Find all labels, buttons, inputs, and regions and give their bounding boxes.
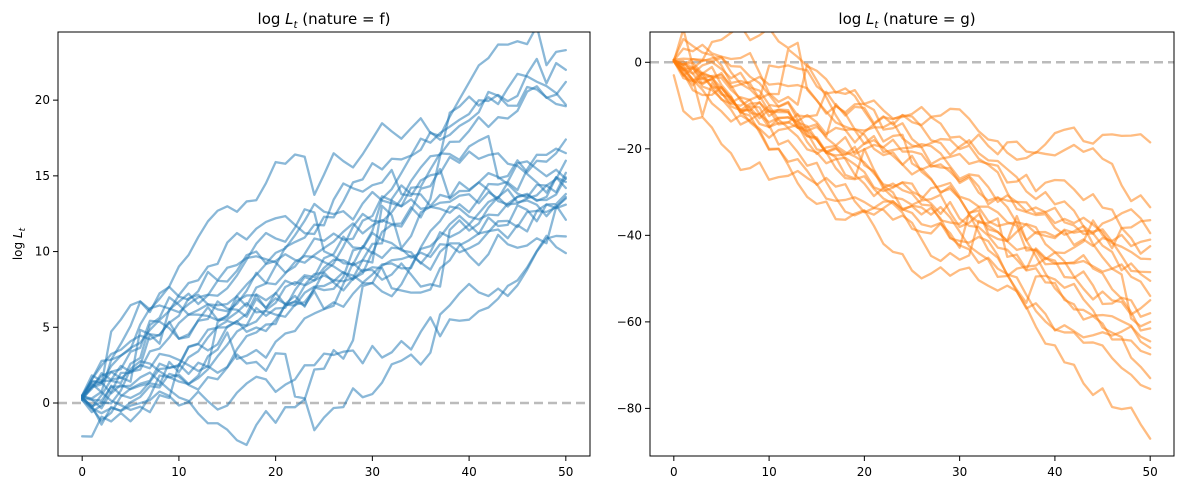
nature-f-series-line-6	[81, 147, 567, 397]
chart-nature-g-title-suffix: (nature = g)	[878, 10, 975, 28]
nature-f-series-line-19	[81, 176, 567, 447]
chart-nature-f-ylabel-var: L	[11, 231, 25, 238]
nature-f-y-tick-label: 20	[35, 93, 50, 107]
nature-f-axes-frame	[57, 31, 591, 457]
svg-text:log Lt (nature = f): log Lt (nature = f)	[258, 10, 391, 31]
nature-f-x-tick-label: 10	[171, 465, 186, 479]
nature-g-x-tick-label: 30	[952, 465, 967, 479]
nature-g-y-tick-label: −60	[617, 315, 642, 329]
nature-f-x-tick-label: 30	[365, 465, 380, 479]
chart-nature-f-ylabel: log Lt	[11, 227, 28, 260]
chart-nature-f-title-suffix: (nature = f)	[297, 10, 390, 28]
nature-g-series-group	[672, 32, 1152, 440]
nature-f-x-tick-label: 20	[268, 465, 283, 479]
nature-g-series-line-13	[672, 59, 1152, 356]
nature-g-y-tick-label: −40	[617, 228, 642, 242]
nature-g-series-line-3	[672, 60, 1152, 235]
chart-nature-f-title: log Lt (nature = f)	[258, 10, 391, 31]
nature-f-y-tick-label: 10	[35, 245, 50, 259]
nature-f-x-tick-label: 40	[461, 465, 476, 479]
chart-nature-f-ylabel-sub: t	[18, 227, 28, 231]
nature-f-series-line-13	[81, 188, 567, 409]
nature-f-x-tick-label: 0	[78, 465, 86, 479]
nature-g-x-tick-label: 10	[761, 465, 776, 479]
nature-g-series-line-18	[672, 56, 1152, 298]
nature-f-series-line-9	[81, 150, 567, 397]
chart-nature-g-title-prefix: log	[838, 10, 866, 28]
nature-g-y-tick-label: −80	[617, 401, 642, 415]
nature-f-x-tick-label: 50	[558, 465, 573, 479]
nature-f-series-line-0	[81, 32, 567, 399]
chart-nature-f-title-var: L	[285, 10, 293, 28]
nature-g-series-line-15	[672, 51, 1152, 391]
nature-f-series-line-18	[81, 195, 567, 438]
chart-nature-g-title-sub: t	[874, 20, 879, 31]
svg-text:log Lt: log Lt	[11, 227, 28, 260]
chart-nature-g-title: log Lt (nature = g)	[838, 10, 975, 31]
nature-g-series-line-4	[672, 43, 1152, 248]
nature-g-axes-frame	[649, 31, 1175, 457]
nature-g-y-tick-label: −20	[617, 142, 642, 156]
svg-text:log Lt (nature = g): log Lt (nature = g)	[838, 10, 975, 31]
chart-nature-f: 0 10 20 30 40 50 0 5 10 15 20	[35, 31, 591, 479]
nature-f-y-tick-label: 0	[42, 396, 50, 410]
nature-g-y-tick-label: 0	[634, 55, 642, 69]
nature-g-series-line-19	[672, 74, 1152, 318]
nature-g-series-line-8	[672, 59, 1152, 316]
chart-nature-f-title-sub: t	[294, 20, 299, 31]
nature-f-series-line-16	[81, 160, 567, 410]
nature-g-series-line-14	[672, 32, 1152, 380]
nature-g-x-tick-label: 20	[857, 465, 872, 479]
nature-f-series-line-15	[81, 234, 567, 426]
nature-g-series-line-11	[672, 58, 1152, 343]
nature-f-y-tick-label: 15	[35, 169, 50, 183]
chart-nature-g: 0 10 20 30 40 50 −80 −60 −40 −20 0	[617, 31, 1175, 479]
chart-nature-f-title-prefix: log	[258, 10, 286, 28]
nature-f-y-tick-label: 5	[42, 320, 50, 334]
nature-g-x-tick-label: 40	[1047, 465, 1062, 479]
nature-f-series-line-10	[81, 192, 567, 414]
nature-g-x-tick-label: 50	[1143, 465, 1158, 479]
nature-f-series-line-17	[81, 167, 567, 400]
nature-f-series-line-12	[81, 203, 567, 408]
nature-g-x-tick-label: 0	[670, 465, 678, 479]
chart-nature-g-title-var: L	[866, 10, 874, 28]
chart-nature-f-ylabel-prefix: log	[11, 238, 25, 260]
nature-f-series-group	[81, 32, 567, 447]
nature-g-series-line-17	[672, 59, 1152, 255]
